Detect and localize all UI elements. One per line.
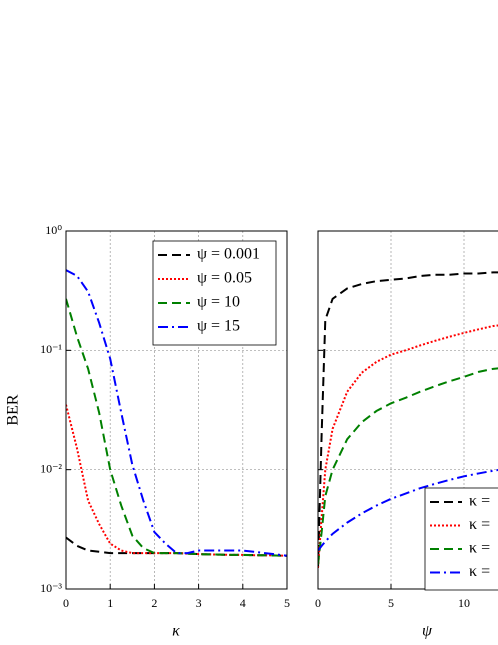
data-line bbox=[318, 271, 498, 569]
legend-label: κ = bbox=[469, 516, 490, 533]
legend-label: κ = bbox=[469, 493, 490, 510]
subplot: 0 5 10 κ = κ = κ = κ = bbox=[315, 230, 498, 610]
y-tick-label: 10⁻² bbox=[40, 461, 62, 475]
x-axis-label: κ bbox=[172, 623, 180, 640]
plot-frame bbox=[65, 230, 288, 590]
y-axis-label: BER bbox=[5, 394, 22, 425]
legend-label: ψ = 15 bbox=[197, 318, 240, 335]
data-line bbox=[66, 269, 287, 557]
legend-label: ψ = 0.001 bbox=[197, 246, 260, 263]
series-group bbox=[66, 269, 287, 557]
x-tick-label: 1 bbox=[107, 596, 113, 610]
legend-label: ψ = 0.05 bbox=[197, 270, 252, 287]
legend-label: κ = bbox=[469, 540, 490, 557]
legend-label: κ = bbox=[469, 563, 490, 580]
x-tick-label: 0 bbox=[63, 596, 69, 610]
x-tick-label: 0 bbox=[315, 596, 321, 610]
x-tick-label: 10 bbox=[458, 596, 470, 610]
y-tick-label: 10⁻³ bbox=[40, 581, 62, 595]
y-tick-label: 10⁻¹ bbox=[40, 342, 62, 356]
x-tick-label: 2 bbox=[151, 596, 157, 610]
series-group bbox=[318, 271, 498, 569]
data-line bbox=[318, 469, 498, 552]
data-line bbox=[318, 367, 498, 565]
legend-label: ψ = 10 bbox=[197, 294, 240, 311]
subplot: 0 1 2 3 4 5 10⁰ 10⁻¹ 10⁻² 10⁻³ ψ = 0.001 ψ = 0.05 ψ … bbox=[40, 223, 290, 610]
data-line bbox=[66, 298, 287, 557]
x-tick-label: 3 bbox=[196, 596, 202, 610]
x-tick-label: 5 bbox=[388, 596, 394, 610]
legend-box bbox=[424, 487, 498, 591]
x-axis-label: ψ bbox=[422, 623, 433, 640]
x-tick-label: 5 bbox=[284, 596, 290, 610]
x-tick-label: 4 bbox=[240, 596, 246, 610]
y-tick-label: 10⁰ bbox=[45, 223, 62, 237]
